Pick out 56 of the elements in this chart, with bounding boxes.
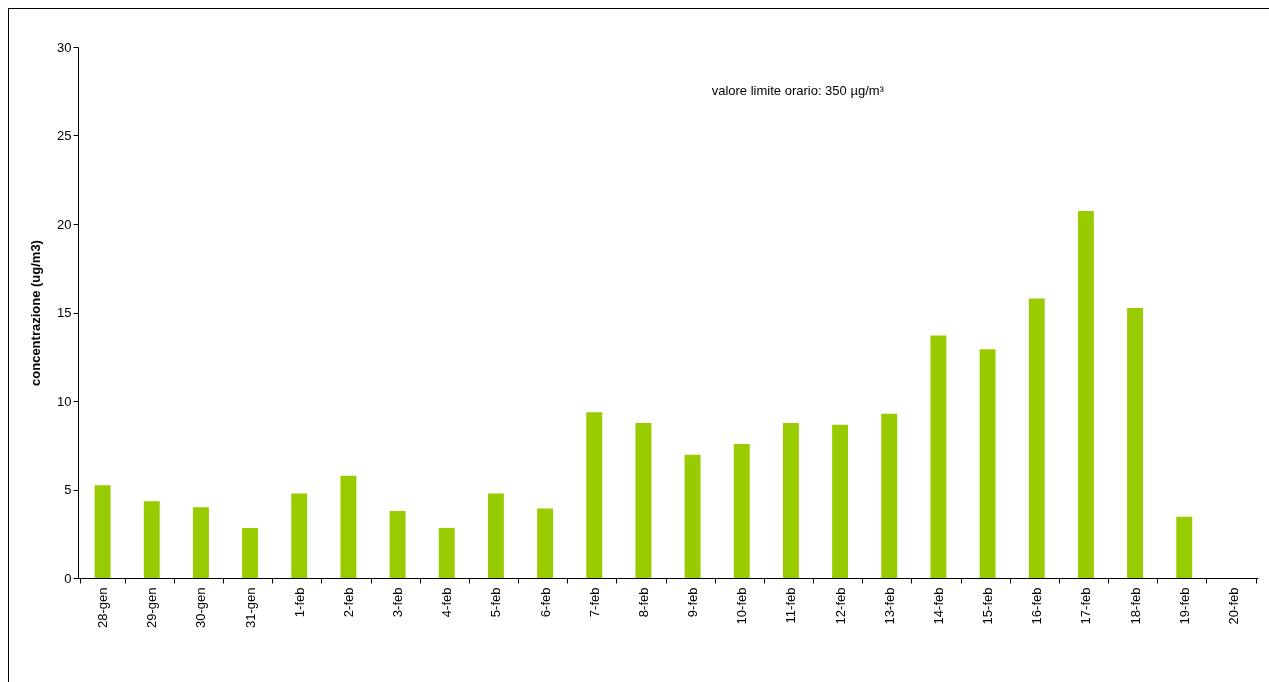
bar [340,475,357,578]
x-tick-label: 16-feb [1029,587,1045,625]
y-tick-label: 0 [64,570,72,586]
bar [1077,211,1094,578]
x-tick-label: 28-gen [95,587,111,628]
bar [192,507,209,578]
bar [1028,298,1045,578]
y-tick-label: 5 [64,482,72,497]
x-tick-label: 12-feb [832,587,848,625]
bar [832,424,849,578]
bar [979,349,996,578]
x-tick-label: 2-feb [340,587,356,618]
x-tick-label: 14-feb [930,587,946,625]
x-tick-label: 10-feb [734,587,750,625]
x-tick-label: 11-feb [783,587,799,624]
x-tick-label: 3-feb [390,587,406,618]
x-tick-label: 29-gen [144,587,160,628]
x-tick-label: 4-feb [439,587,455,618]
bar [586,412,603,578]
x-tick-label: 15-feb [980,587,996,625]
y-tick-label: 10 [57,393,72,409]
bar [94,485,111,578]
y-tick-label: 15 [57,305,72,320]
x-tick-label: 13-feb [881,587,897,625]
y-tick-label: 30 [57,39,72,55]
x-tick-label: 17-feb [1078,587,1094,625]
bar [1176,516,1193,578]
y-tick-label: 20 [57,216,72,232]
x-tick-label: 8-feb [635,587,651,618]
x-tick-label: 18-feb [1127,587,1143,625]
bar [537,508,554,578]
bar [930,335,947,578]
bar [487,493,504,578]
x-tick-label: 20-feb [1225,587,1241,625]
x-tick-label: 19-feb [1176,587,1192,625]
y-axis-title: concentrazione (ug/m3) [28,240,44,386]
bar [143,501,160,578]
x-tick-label: 30-gen [193,587,209,628]
bar [242,527,259,578]
bar [684,454,701,578]
x-tick-label: 31-gen [242,587,258,628]
bar [782,422,799,578]
bar [733,444,750,578]
bar [1127,307,1144,578]
bar [389,511,406,578]
x-tick-label: 7-feb [586,587,602,618]
bar [438,527,455,578]
x-tick-label: 1-feb [291,587,307,618]
y-tick-label: 25 [57,128,72,143]
x-tick-label: 5-feb [488,587,504,618]
annotation: valore limite orario: 350 µg/m³ [711,83,885,98]
bar [635,422,652,578]
x-tick-label: 9-feb [685,587,701,618]
x-tick-label: 6-feb [537,587,553,618]
bar [291,493,308,578]
bar [881,413,898,578]
